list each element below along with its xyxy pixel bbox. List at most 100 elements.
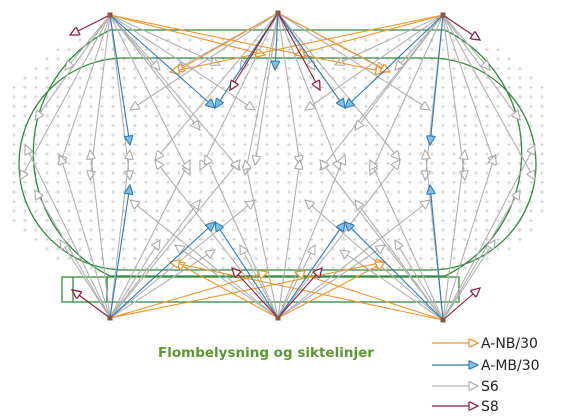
sightline-s6 <box>109 150 130 319</box>
legend-item-a-nb-30: A-NB/30 <box>432 336 538 352</box>
sightline-a-nb-30 <box>109 14 265 55</box>
sightline-s8 <box>230 12 279 90</box>
sightline-a-nb-30 <box>175 12 279 72</box>
sightline-s8 <box>442 288 480 321</box>
sightline-s6 <box>277 245 315 319</box>
sightlines-s6 <box>20 12 535 321</box>
sightline-s6 <box>370 160 444 321</box>
sightline-s6 <box>442 14 495 165</box>
legend-label: A-NB/30 <box>481 336 538 352</box>
sightlines-s8 <box>70 12 480 321</box>
sightline-s8 <box>442 14 480 40</box>
sightline-s6 <box>340 250 444 321</box>
sightline-s6 <box>109 14 200 130</box>
sightline-a-nb-30 <box>277 262 385 319</box>
sightline-s6 <box>395 240 444 321</box>
diagram-title: Flombelysning og siktelinjer <box>158 345 374 361</box>
sightline-s6 <box>109 14 255 110</box>
sightline-s8 <box>72 290 111 319</box>
sightline-s6 <box>255 12 279 165</box>
sightline-s6 <box>175 245 279 319</box>
sightline-a-nb-30 <box>295 272 444 321</box>
sightline-s6 <box>109 14 190 175</box>
sightline-s8 <box>232 268 279 319</box>
sightline-a-nb-30 <box>109 272 268 319</box>
sightline-s6 <box>109 14 240 170</box>
sightline-s6 <box>25 145 111 319</box>
sightline-s6 <box>109 240 160 319</box>
sightline-s8 <box>277 268 322 319</box>
sightline-s6 <box>442 150 465 321</box>
light-poles <box>107 10 446 323</box>
track-outline <box>18 29 537 303</box>
sightline-a-nb-30 <box>109 262 385 319</box>
light-pole <box>440 317 446 323</box>
sightline-s6 <box>65 14 111 70</box>
sightline-a-mb-30 <box>109 14 215 108</box>
sightline-a-mb-30 <box>109 14 130 145</box>
sightline-s6 <box>305 14 444 110</box>
sightline-a-nb-30 <box>295 14 444 55</box>
field-grid <box>12 38 544 270</box>
sightline-s6 <box>395 14 444 70</box>
sightline-a-mb-30 <box>109 185 130 319</box>
sightline-a-mb-30 <box>430 185 444 321</box>
sightline-a-nb-30 <box>170 14 444 72</box>
sightline-a-mb-30 <box>345 14 444 108</box>
sightline-s6 <box>130 12 279 110</box>
sightline-s6 <box>155 160 279 319</box>
light-pole <box>440 12 446 18</box>
sightline-s6 <box>240 245 279 319</box>
light-pole <box>275 315 281 321</box>
sightline-a-nb-30 <box>170 262 444 321</box>
light-pole <box>107 315 113 321</box>
sightline-s6 <box>277 12 340 170</box>
sightline-s6 <box>109 14 160 70</box>
sightline-a-nb-30 <box>277 12 390 72</box>
sightline-s6 <box>109 160 190 319</box>
light-pole <box>107 12 113 18</box>
legend-item-a-mb-30: A-MB/30 <box>432 358 540 374</box>
sightline-s6 <box>442 14 490 70</box>
sightline-s6 <box>109 200 255 319</box>
legend-label: S6 <box>481 379 499 395</box>
sightline-s6 <box>60 155 111 319</box>
sightline-s6 <box>277 12 300 165</box>
sightline-s6 <box>200 12 279 170</box>
sightline-s6 <box>442 190 520 321</box>
sightline-s8 <box>277 12 320 90</box>
sightline-s6 <box>60 14 111 165</box>
sightline-s6 <box>277 160 300 319</box>
sightline-s6 <box>20 14 111 180</box>
legend-item-s6: S6 <box>432 379 499 395</box>
legend-item-s8: S8 <box>432 399 499 415</box>
sightline-s6 <box>320 14 444 170</box>
sightline-s6 <box>320 160 444 321</box>
sightline-s6 <box>277 160 400 319</box>
grid-crosses <box>12 38 544 270</box>
sightline-s6 <box>35 190 111 319</box>
sightline-s6 <box>277 155 345 319</box>
sightline-s6 <box>442 155 495 321</box>
sightline-s6 <box>90 150 111 319</box>
sightline-a-nb-30 <box>109 14 385 72</box>
light-pole <box>275 10 281 16</box>
sightline-s6 <box>355 14 444 130</box>
sightline-a-mb-30 <box>277 12 345 108</box>
sightline-s6 <box>130 200 279 319</box>
sightline-a-nb-30 <box>175 262 279 319</box>
sightline-s6 <box>155 12 279 160</box>
sightline-a-mb-30 <box>345 222 444 321</box>
sightline-s6 <box>245 160 279 319</box>
sightline-s6 <box>442 240 495 321</box>
sightlines-a-nb-30 <box>109 12 444 321</box>
sightline-a-mb-30 <box>277 222 345 319</box>
sightline-s6 <box>442 145 535 321</box>
sightline-s6 <box>60 240 111 319</box>
sightlines-a-mb-30 <box>109 12 444 321</box>
sightline-s6 <box>277 12 430 110</box>
sightline-s6 <box>370 14 444 175</box>
sightline-s6 <box>355 200 444 321</box>
sightline-s6 <box>335 14 444 65</box>
